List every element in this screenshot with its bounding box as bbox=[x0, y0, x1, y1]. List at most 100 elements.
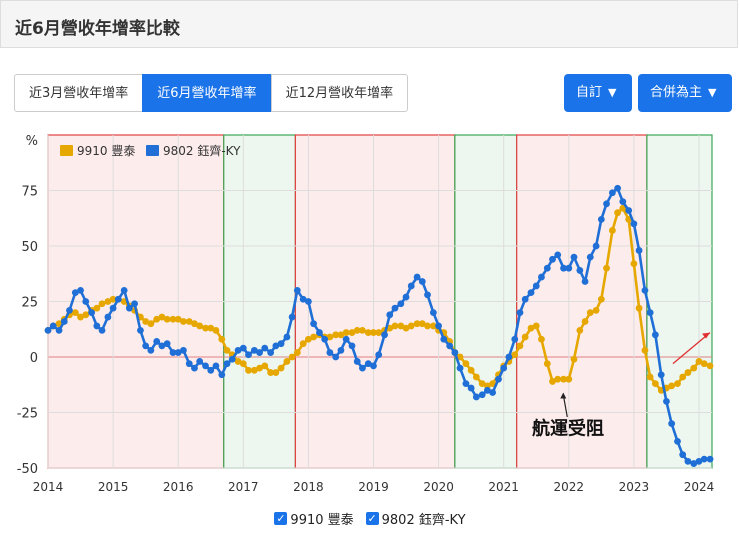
data-point-series-2 bbox=[695, 457, 703, 465]
data-point-series-2 bbox=[446, 342, 454, 350]
data-point-series-2 bbox=[663, 398, 670, 405]
data-point-series-1 bbox=[288, 353, 296, 361]
data-point-series-1 bbox=[223, 346, 231, 354]
data-point-series-2 bbox=[180, 346, 187, 354]
data-point-series-2 bbox=[239, 344, 247, 352]
data-point-series-2 bbox=[288, 313, 296, 321]
tab-12-month[interactable]: 近12月營收年增率 bbox=[270, 74, 409, 112]
data-point-series-2 bbox=[131, 300, 138, 308]
data-point-series-2 bbox=[516, 309, 524, 316]
data-point-series-2 bbox=[218, 371, 226, 379]
data-point-series-1 bbox=[77, 313, 84, 321]
data-point-series-1 bbox=[668, 382, 676, 390]
data-point-series-1 bbox=[603, 264, 610, 272]
data-point-series-2 bbox=[55, 326, 63, 334]
custom-dropdown-button[interactable]: 自訂 ▼ bbox=[564, 74, 632, 112]
data-point-series-1 bbox=[570, 355, 578, 363]
legend-swatch-series-1 bbox=[60, 145, 73, 156]
data-point-series-2 bbox=[109, 304, 117, 312]
data-point-series-2 bbox=[597, 215, 605, 223]
data-point-series-1 bbox=[180, 318, 187, 325]
data-point-series-2 bbox=[646, 309, 654, 316]
data-point-series-1 bbox=[472, 373, 480, 381]
data-point-series-1 bbox=[635, 304, 643, 312]
data-point-series-2 bbox=[619, 198, 627, 205]
data-point-series-1 bbox=[413, 320, 421, 328]
bottom-legend: ✓ 9910 豐泰 ✓ 9802 鈺齊-KY bbox=[0, 509, 740, 528]
data-point-series-2 bbox=[310, 320, 317, 328]
data-point-series-2 bbox=[614, 184, 622, 192]
data-point-series-2 bbox=[391, 304, 399, 312]
data-point-series-1 bbox=[348, 329, 356, 336]
data-point-series-2 bbox=[93, 322, 101, 330]
data-point-series-2 bbox=[472, 393, 480, 401]
data-point-series-1 bbox=[82, 311, 90, 319]
data-point-series-2 bbox=[429, 309, 437, 316]
data-point-series-1 bbox=[679, 373, 687, 381]
data-point-series-2 bbox=[565, 264, 573, 272]
data-point-series-2 bbox=[413, 273, 421, 281]
data-point-series-1 bbox=[342, 329, 350, 336]
data-point-series-1 bbox=[674, 380, 681, 388]
data-point-series-2 bbox=[467, 384, 475, 392]
data-point-series-2 bbox=[462, 380, 470, 388]
data-point-series-2 bbox=[570, 253, 578, 261]
data-point-series-1 bbox=[239, 360, 247, 368]
data-point-series-2 bbox=[489, 389, 497, 396]
x-tick-label: 2021 bbox=[488, 480, 519, 494]
data-point-series-1 bbox=[516, 342, 524, 350]
data-point-series-1 bbox=[359, 326, 366, 334]
merge-dropdown-button[interactable]: 合併為主 ▼ bbox=[638, 74, 732, 112]
x-tick-label: 2022 bbox=[554, 480, 585, 494]
tab-6-month[interactable]: 近6月營收年增率 bbox=[142, 74, 272, 112]
data-point-series-1 bbox=[592, 306, 600, 314]
tab-3-month[interactable]: 近3月營收年增率 bbox=[14, 74, 144, 112]
trend-arrow-line bbox=[672, 332, 711, 365]
data-point-series-2 bbox=[71, 289, 79, 297]
data-point-series-2 bbox=[332, 353, 340, 361]
x-tick-label: 2020 bbox=[423, 480, 454, 494]
data-point-series-2 bbox=[304, 298, 312, 305]
data-point-series-1 bbox=[153, 315, 161, 323]
page-title: 近6月營收年增率比較 bbox=[15, 19, 180, 39]
data-point-series-2 bbox=[250, 346, 258, 354]
data-point-series-1 bbox=[467, 366, 475, 374]
period-tabs: 近3月營收年增率 近6月營收年增率 近12月營收年增率 bbox=[14, 74, 409, 112]
data-point-series-1 bbox=[364, 329, 372, 336]
data-point-series-2 bbox=[386, 311, 394, 319]
data-point-series-2 bbox=[370, 362, 377, 370]
data-point-series-1 bbox=[402, 324, 410, 332]
x-tick-label: 2019 bbox=[358, 480, 389, 494]
data-point-series-2 bbox=[158, 342, 166, 350]
data-point-series-2 bbox=[196, 358, 204, 365]
legend-toggle-series-2[interactable]: ✓ 9802 鈺齊-KY bbox=[365, 509, 466, 528]
legend-toggle-series-1[interactable]: ✓ 9910 豐泰 bbox=[274, 509, 354, 528]
data-point-series-2 bbox=[212, 362, 220, 370]
data-point-series-2 bbox=[88, 309, 96, 316]
data-point-series-2 bbox=[538, 273, 545, 281]
data-point-series-2 bbox=[114, 295, 122, 303]
data-point-series-2 bbox=[554, 251, 562, 259]
data-point-series-1 bbox=[93, 304, 101, 312]
chevron-down-icon: ▼ bbox=[708, 86, 717, 99]
data-point-series-2 bbox=[283, 333, 291, 341]
data-point-series-2 bbox=[397, 300, 405, 308]
legend-swatch-series-2 bbox=[146, 145, 159, 156]
data-point-series-2 bbox=[191, 364, 198, 372]
data-point-series-2 bbox=[353, 358, 361, 365]
y-tick-label: 25 bbox=[21, 296, 38, 311]
data-point-series-2 bbox=[364, 360, 372, 368]
data-point-series-1 bbox=[337, 331, 345, 339]
data-point-series-2 bbox=[261, 344, 269, 352]
data-point-series-2 bbox=[635, 247, 643, 254]
data-point-series-2 bbox=[359, 364, 366, 372]
data-point-series-1 bbox=[651, 380, 659, 388]
data-point-series-1 bbox=[109, 295, 117, 303]
data-point-series-2 bbox=[679, 451, 687, 459]
data-point-series-1 bbox=[478, 380, 486, 388]
data-point-series-2 bbox=[440, 335, 448, 343]
trend-arrow-head-icon bbox=[702, 332, 710, 339]
data-point-series-2 bbox=[342, 335, 350, 343]
data-point-series-2 bbox=[185, 360, 193, 368]
data-point-series-1 bbox=[207, 324, 215, 332]
